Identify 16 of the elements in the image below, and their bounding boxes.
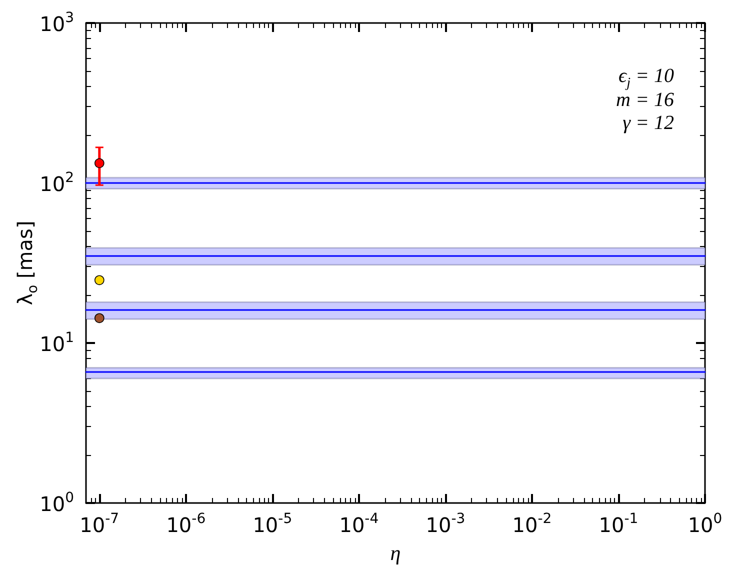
x-tick-label: 10$^{-7}$ bbox=[80, 511, 120, 537]
y-tick-label: 10$^{2}$ bbox=[40, 170, 74, 196]
x-tick-label: 10$^{-3}$ bbox=[426, 511, 466, 537]
x-tick-label: 10$^{-2}$ bbox=[512, 511, 552, 537]
annotation: γ = 12 bbox=[622, 112, 674, 134]
y-tick-label: 10$^{0}$ bbox=[40, 490, 74, 516]
annotation: m = 16 bbox=[616, 88, 674, 110]
y-tick-label: 10$^{3}$ bbox=[40, 10, 74, 36]
x-tick-label: 10$^{-4}$ bbox=[339, 511, 379, 537]
x-tick-label: 10$^{0}$ bbox=[688, 511, 722, 537]
x-tick-label: 10$^{-5}$ bbox=[252, 511, 292, 537]
x-axis-title: η bbox=[390, 541, 401, 565]
annotation: ϵ$_{j}$ = 10 bbox=[618, 65, 674, 91]
y-tick-label: 10$^{1}$ bbox=[40, 330, 74, 356]
x-tick-label: 10$^{-6}$ bbox=[166, 511, 206, 537]
x-tick-label: 10$^{-1}$ bbox=[598, 511, 638, 537]
